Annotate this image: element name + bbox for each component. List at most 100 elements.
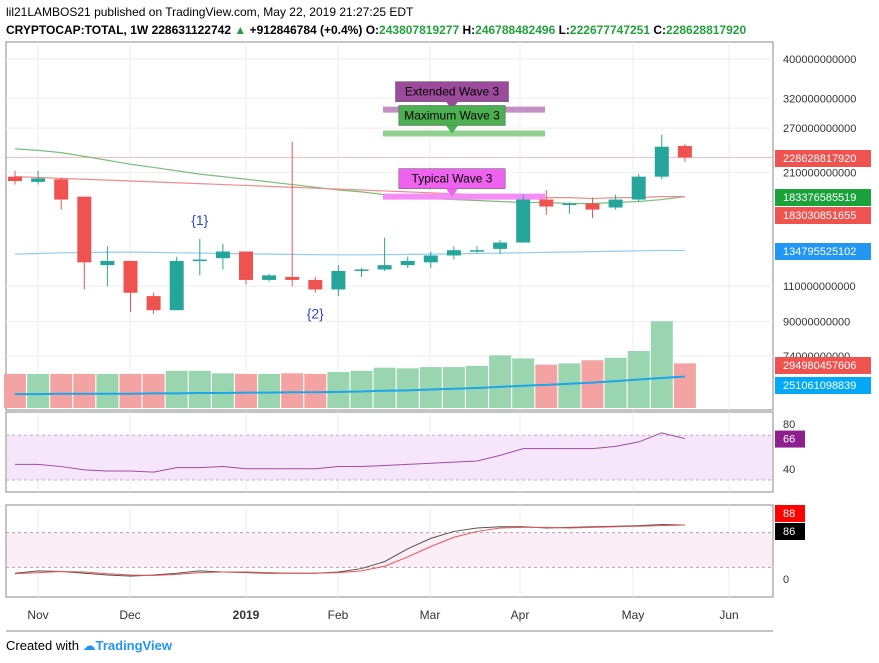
x-tick-label: Jun — [719, 608, 738, 622]
price-tick-label: 210000000000 — [783, 167, 856, 179]
up-arrow-icon: ▲ — [234, 23, 247, 37]
candle-body — [516, 199, 531, 243]
candle-body — [446, 250, 461, 256]
price-badge — [775, 243, 871, 260]
candle-body — [423, 255, 438, 263]
volume-bars — [4, 321, 696, 408]
candle-body — [585, 203, 600, 210]
ma-blue-line — [14, 249, 685, 256]
volume-bar — [119, 373, 142, 408]
candle-body — [239, 251, 253, 280]
stoch-badge-text: 86 — [783, 526, 795, 538]
price-badge — [775, 377, 871, 394]
price-badge-text: 294980457606 — [783, 360, 856, 372]
x-tick-label: Mar — [420, 608, 441, 622]
high-label: H: — [462, 23, 476, 37]
volume-bar — [558, 363, 581, 408]
price-tick-label: 320000000000 — [783, 93, 856, 105]
candle-body — [31, 178, 46, 182]
wave-annotations: Extended Wave 3 Maximum Wave 3 Typical Wav… — [191, 81, 545, 322]
rsi-line — [15, 432, 686, 473]
volume-bar — [442, 367, 465, 408]
close-value: 228628817920 — [666, 23, 747, 37]
low-label: L: — [558, 23, 570, 37]
wave-callout-pointer — [446, 188, 458, 197]
close-label: C: — [653, 23, 667, 37]
x-tick-label: May — [622, 608, 645, 622]
candle-body — [100, 260, 115, 266]
candle-body — [215, 251, 230, 259]
volume-bar — [650, 321, 673, 408]
volume-bar — [350, 370, 373, 408]
volume-bar — [396, 368, 419, 408]
candle-body — [262, 275, 277, 280]
candle-body — [77, 196, 92, 263]
price-badge — [775, 357, 871, 374]
volume-bar — [188, 370, 211, 408]
wave-callout-text: Maximum Wave 3 — [404, 108, 500, 122]
candle-body — [146, 296, 161, 311]
price-badge-text: 228628817920 — [783, 153, 856, 165]
volume-bar — [512, 358, 535, 408]
rsi-band — [7, 435, 772, 480]
price-chart[interactable]: Extended Wave 3 Maximum Wave 3 Typical Wav… — [0, 40, 879, 640]
low-value: 222677747251 — [569, 23, 651, 37]
stoch-tick-label: 0 — [783, 574, 789, 586]
candle-body — [677, 146, 692, 158]
candles — [8, 134, 692, 314]
candle-body — [654, 146, 669, 177]
volume-bar — [258, 373, 281, 408]
high-value: 246788482496 — [475, 23, 556, 37]
volume-bar — [673, 363, 696, 408]
volume-bar — [235, 373, 257, 408]
x-tick-label: 2019 — [233, 608, 260, 622]
volume-bar — [327, 372, 350, 408]
publish-line: lil21LAMBOS21 published on TradingView.c… — [6, 5, 413, 19]
volume-bar — [96, 373, 119, 408]
price-tick-label: 110000000000 — [783, 281, 856, 293]
footer-credit: Created with ☁TradingView — [6, 638, 172, 654]
x-tick-label: Dec — [119, 608, 140, 622]
wave-count-label: {1} — [191, 212, 208, 228]
author-name[interactable]: lil21LAMBOS21 — [6, 5, 91, 19]
volume-bar — [604, 357, 627, 408]
ma-red-line — [14, 176, 685, 200]
x-tick-label: Apr — [511, 608, 530, 622]
price-tick-label: 400000000000 — [783, 54, 856, 66]
candle-body — [8, 176, 22, 182]
rsi-pane-frame — [5, 411, 774, 493]
price-badge-text: 183376585519 — [783, 192, 856, 204]
volume-bar — [50, 373, 73, 408]
candle-body — [123, 260, 138, 293]
wave-count-label: {2} — [307, 306, 324, 322]
candle-body — [493, 242, 508, 249]
volume-bar — [211, 373, 234, 408]
volume-bar — [535, 364, 558, 408]
volume-bar — [419, 367, 442, 408]
moving-averages — [14, 148, 685, 256]
volume-bar — [304, 373, 327, 408]
candle-body — [169, 260, 184, 311]
wave-band — [383, 193, 545, 200]
volume-bar — [165, 370, 188, 408]
volume-bar — [373, 367, 396, 408]
rsi-tick-label: 80 — [783, 419, 795, 431]
symbol-label: CRYPTOCAP:TOTAL, 1W — [6, 23, 149, 37]
published-text: published on TradingView.com, May 22, 20… — [94, 5, 414, 19]
tradingview-brand[interactable]: TradingView — [95, 638, 172, 653]
candle-body — [608, 199, 623, 208]
stoch-badge — [775, 523, 805, 540]
volume-bar — [142, 373, 165, 408]
stoch-k-line — [14, 523, 685, 577]
candle-body — [331, 270, 346, 290]
candle-body — [54, 179, 69, 200]
volume-bar — [581, 360, 604, 408]
volume-bar — [489, 355, 512, 408]
last-price: 228631122742 — [151, 23, 232, 37]
stoch-badge-text: 88 — [783, 508, 795, 520]
rsi-badge-text: 66 — [783, 434, 795, 446]
wave-callout-text: Typical Wave 3 — [412, 172, 493, 186]
volume-bar — [27, 373, 50, 408]
stoch-band — [7, 532, 772, 568]
volume-bar — [73, 373, 96, 408]
